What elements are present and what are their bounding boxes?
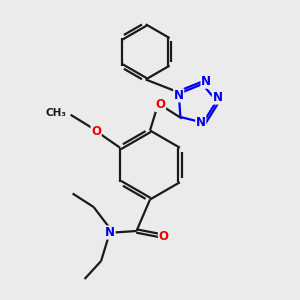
Text: N: N — [212, 91, 222, 104]
Text: O: O — [155, 98, 166, 112]
Text: CH₃: CH₃ — [45, 108, 66, 118]
Text: N: N — [105, 226, 115, 239]
Text: N: N — [174, 89, 184, 102]
Text: N: N — [196, 116, 206, 129]
Text: O: O — [91, 125, 101, 138]
Text: N: N — [201, 75, 211, 88]
Text: O: O — [158, 230, 169, 243]
